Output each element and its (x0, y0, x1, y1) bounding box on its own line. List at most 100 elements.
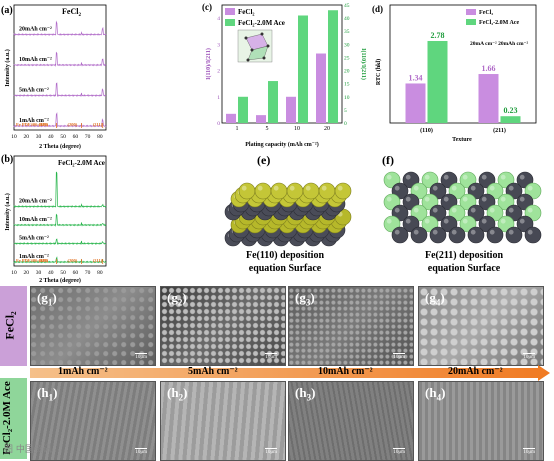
xrd-trace-label: 20mAh cm⁻² (19, 199, 52, 205)
xtick-c: 10 (294, 126, 300, 132)
bar-chart-d: (d) RTC (hkl) FeCl₂ FeCl₂-2.0M Ace 20mA … (372, 4, 537, 143)
bar-fecl2 (286, 96, 296, 123)
xrd-ref-label: Fe PDF#06-0696 (16, 122, 49, 127)
sem-image-h3: (h3) 10μm (288, 381, 414, 461)
atom-sphere (270, 182, 288, 200)
panel-c-ylabel-right: I(110)/I(211) (360, 48, 367, 80)
arrow-label-1: 1mAh cm⁻² (58, 366, 108, 377)
ytick-right-c: 30 (344, 42, 350, 48)
atom-sphere (429, 226, 447, 244)
panel-e: (e) Fe(110) deposition equation Surface (205, 150, 360, 285)
fe211-model: (f) Fe(211) deposition equation Surface (382, 153, 542, 274)
sem-image-h2: (h2) 10μm (160, 381, 286, 461)
bar-ace (268, 81, 278, 123)
value-label-d-fecl2: 1.66 (482, 64, 496, 73)
ytick-left-c: 4 (217, 16, 220, 22)
panel-a-traces: 20mAh cm⁻² 10mAh cm⁻² 5mAh cm⁻² 1mAh cm⁻²Fe… (13, 20, 107, 128)
xtick-d: (211) (493, 127, 506, 134)
xtick-d: (110) (420, 127, 433, 134)
bar-chart-c: (c) I(110)/I(211) I(110)/I(211) FeCl₂ Fe… (202, 2, 367, 148)
panel-b: (b) Intensity (a.u.) FeCl₂-2.0M Ace 20mA… (0, 152, 110, 284)
xrd-xtick: 70 (85, 270, 91, 276)
xrd-hkl-label: (211) (93, 122, 103, 127)
xrd-trace (13, 112, 107, 128)
legend-swatch-d-ace (466, 19, 476, 25)
legend-swatch-d-fecl2 (466, 9, 476, 15)
panel-c-xlabel: Plating capacity (mAh cm⁻²) (245, 141, 318, 148)
bar-d-ace (427, 40, 448, 123)
xrd-xtick: 20 (24, 134, 30, 140)
panel-a-xticks: 10 20 30 40 50 60 70 80 (11, 134, 103, 140)
xtick-c: 5 (266, 126, 269, 132)
atom-sphere (238, 182, 256, 200)
atom-sphere (254, 182, 272, 200)
scale-bar: 10μm (393, 450, 405, 455)
ytick-left-c: 1 (217, 95, 220, 101)
atom-sphere (302, 182, 320, 200)
ytick-right-c: 45 (344, 3, 350, 9)
atom-sphere (334, 182, 352, 200)
xrd-xtick: 10 (11, 134, 17, 140)
xrd-hkl-label: (211) (93, 258, 103, 263)
ytick-left-c: 3 (217, 42, 220, 48)
sem-image-g3: (g3) 10μm (288, 286, 414, 366)
xrd-trace-label: 1mAh cm⁻² (19, 118, 49, 124)
panel-d: (d) RTC (hkl) FeCl₂ FeCl₂-2.0M Ace 20mA … (370, 0, 550, 150)
xrd-trace (13, 82, 107, 98)
xrd-hkl-label: (110) (39, 122, 49, 127)
sem-image-g2: (g2) 10μm (160, 286, 286, 366)
legend-c-2: FeCl₂-2.0M Ace (238, 19, 285, 27)
panel-b-xlabel: 2 Theta (degree) (39, 277, 81, 284)
scale-bar: 10μm (523, 450, 535, 455)
xrd-xtick: 80 (97, 134, 103, 140)
arrow-label-2: 5mAh cm⁻² (188, 366, 238, 377)
panel-c-bars (226, 10, 338, 124)
panel-b-ylabel: Intensity (a.u.) (4, 193, 11, 231)
panel-a-label: (a) (1, 5, 13, 16)
panel-f-caption-2: equation Surface (428, 263, 501, 274)
sem-label: (h2) (167, 385, 188, 403)
crystal-inset-icon (237, 29, 273, 63)
panel-e-label: (e) (257, 153, 270, 167)
bar-d-fecl2 (478, 74, 499, 123)
bar-ace (238, 96, 248, 123)
atom-sphere (467, 226, 485, 244)
sem-image-h1: (h1) 10μm (30, 381, 156, 461)
ytick-left-c: 2 (217, 69, 220, 75)
atom-sphere (391, 226, 409, 244)
xrd-xtick: 40 (48, 270, 54, 276)
ytick-right-c: 35 (344, 29, 350, 35)
xrd-trace-label: 1mAh cm⁻² (19, 254, 49, 260)
sem-label: (h1) (37, 385, 58, 403)
fe211-atom-spheres (383, 171, 542, 244)
panel-f-label: (f) (382, 153, 394, 167)
panel-e-caption-2: equation Surface (249, 263, 322, 274)
atom-sphere (524, 226, 542, 244)
panel-a-title: FeCl2 (62, 7, 81, 18)
sem-label: (g4) (425, 290, 445, 308)
ytick-right-c: 20 (344, 69, 350, 75)
xtick-c: 20 (324, 126, 330, 132)
panel-e-caption-1: Fe(110) deposition (246, 250, 324, 261)
xrd-hkl-label: (200) (67, 122, 77, 127)
legend-d-1: FeCl₂ (479, 10, 493, 16)
fe110-atom-spheres (224, 182, 352, 247)
bar-fecl2 (256, 115, 266, 123)
scale-bar: 10μm (265, 355, 277, 360)
panel-a-ylabel: Intensity (a.u.) (4, 49, 11, 87)
panel-c-ylabel-left: I(110)/I(211) (205, 48, 212, 80)
panel-f-caption-1: Fe(211) deposition (425, 250, 503, 261)
xrd-xtick: 60 (73, 134, 79, 140)
bar-ace (298, 15, 308, 123)
xrd-xtick: 30 (36, 134, 42, 140)
sem-label: (g3) (295, 290, 315, 308)
xrd-chart-b: (b) Intensity (a.u.) FeCl₂-2.0M Ace 20mA… (1, 154, 107, 284)
sem-image-g1: (g1) 10μm (30, 286, 156, 366)
panel-b-label: (b) (1, 154, 13, 165)
panel-b-xticks: 10 20 30 40 50 60 70 80 (11, 270, 103, 276)
bar-d-fecl2 (405, 83, 426, 123)
xrd-trace (13, 171, 107, 208)
xrd-trace-label: 5mAh cm⁻² (19, 236, 49, 242)
panel-b-title: FeCl₂-2.0M Ace (58, 159, 105, 167)
